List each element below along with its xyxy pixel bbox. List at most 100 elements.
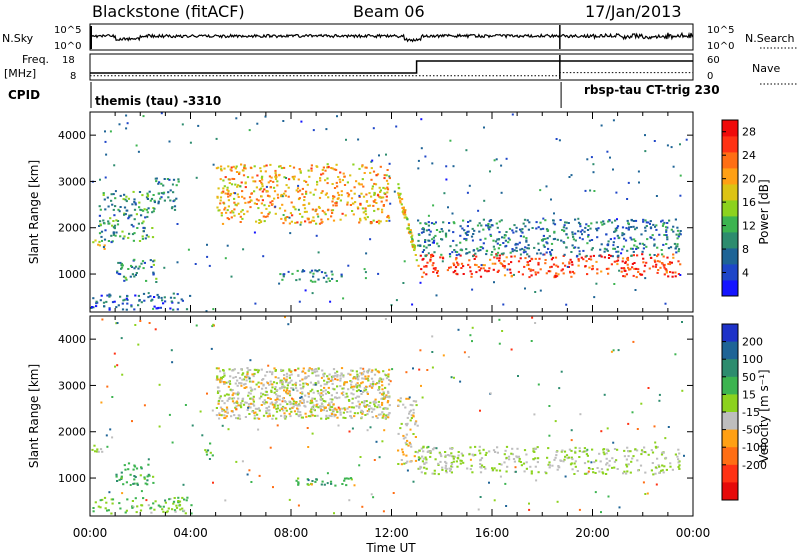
nsky-line xyxy=(89,31,694,43)
power-structure-3 xyxy=(153,177,180,211)
power-colorbar-label: Power [dB] xyxy=(757,179,771,244)
velocity-scatter xyxy=(91,316,685,515)
velocity-y-axis: 1000 2000 3000 4000 xyxy=(58,333,693,485)
nave-label: Nave xyxy=(752,62,780,75)
x-tick-2: 08:00 xyxy=(274,526,309,540)
power-x-ticks xyxy=(89,112,694,312)
power-ytick-1: 2000 xyxy=(58,222,86,235)
x-tick-6: 00:00 xyxy=(676,526,711,540)
power-ylabel: Slant Range [km] xyxy=(27,160,41,264)
velocity-structure-2 xyxy=(204,442,214,457)
velocity-colorbar-swatch-8 xyxy=(722,464,738,483)
velocity-colorbar-swatch-2 xyxy=(722,359,738,378)
power-colorbar-tick-6: 28 xyxy=(742,126,756,139)
nsearch-label: N.Search xyxy=(745,32,795,45)
x-tick-1: 04:00 xyxy=(173,526,208,540)
x-tick-0: 00:00 xyxy=(73,526,108,540)
power-colorbar-swatch-4 xyxy=(722,216,738,233)
power-ytick-3: 4000 xyxy=(58,129,86,142)
power-colorbar-swatch-9 xyxy=(722,136,738,153)
power-scatter xyxy=(90,112,688,313)
velocity-ylabel: Slant Range [km] xyxy=(27,364,41,468)
velocity-colorbar-tick-7: -200 xyxy=(742,459,767,472)
power-structure-9 xyxy=(90,292,192,311)
power-structure-4 xyxy=(215,163,391,225)
power-colorbar-swatch-3 xyxy=(722,232,738,249)
power-structure-7 xyxy=(417,218,682,258)
power-colorbar-swatch-6 xyxy=(722,184,738,201)
freq-line xyxy=(90,60,693,74)
velocity-colorbar-swatch-9 xyxy=(722,482,738,501)
power-colorbar-swatch-0 xyxy=(722,280,738,297)
power-structure-0 xyxy=(92,239,106,250)
cpid-segment-1: themis (tau) -3310 xyxy=(95,94,221,108)
velocity-colorbar-swatch-5 xyxy=(722,412,738,430)
nsky-tick-bottom: 10^0 xyxy=(54,41,81,52)
power-structure-8 xyxy=(279,269,343,283)
power-panel: 1000 2000 3000 4000 Slant Range [km] 4 8 12 16… xyxy=(27,111,771,313)
cpid-row: CPID themis (tau) -3310 rbsp-tau CT-trig… xyxy=(8,82,720,108)
x-tick-3: 12:00 xyxy=(374,526,409,540)
power-colorbar-tick-4: 20 xyxy=(742,173,756,186)
nsearch-tick-top: 10^5 xyxy=(707,25,734,36)
x-axis-labels: 00:00 04:00 08:00 12:00 16:00 20:00 00:00 xyxy=(73,526,711,540)
date-title: 17/Jan/2013 xyxy=(585,2,682,21)
velocity-structure-5 xyxy=(397,397,419,466)
velocity-colorbar-tick-6: -100 xyxy=(742,441,767,454)
power-colorbar-tick-0: 4 xyxy=(742,267,749,280)
velocity-ytick-2: 3000 xyxy=(58,379,86,392)
power-colorbar-tick-2: 12 xyxy=(742,220,756,233)
freq-tick-top: 18 xyxy=(62,55,75,66)
power-colorbar-tick-1: 8 xyxy=(742,243,749,256)
freq-panel: Freq. [MHz] 18 8 60 0 Nave xyxy=(4,53,798,85)
power-colorbar-tick-3: 16 xyxy=(742,196,756,209)
nsearch-tick-bottom: 10^0 xyxy=(707,41,734,52)
nsky-tick-top: 10^5 xyxy=(54,25,81,36)
velocity-colorbar-tick-1: 100 xyxy=(742,353,763,366)
velocity-ytick-1: 2000 xyxy=(58,426,86,439)
cpid-segment-2: rbsp-tau CT-trig 230 xyxy=(584,83,720,97)
velocity-colorbar-swatch-6 xyxy=(722,429,738,448)
nave-line xyxy=(90,72,693,77)
velocity-structure-0 xyxy=(91,444,104,453)
power-structure-5 xyxy=(397,183,418,262)
power-y-axis: 1000 2000 3000 4000 xyxy=(58,129,693,281)
power-ytick-0: 1000 xyxy=(58,268,86,281)
freq-tick-bottom: 8 xyxy=(70,71,76,82)
power-colorbar-swatch-1 xyxy=(722,264,738,281)
velocity-colorbar-swatch-3 xyxy=(722,376,738,395)
power-colorbar-swatch-2 xyxy=(722,248,738,265)
nsky-label: N.Sky xyxy=(2,32,34,45)
freq-label: Freq. xyxy=(22,53,49,66)
x-axis-title: Time UT xyxy=(365,541,416,554)
power-ytick-2: 3000 xyxy=(58,175,86,188)
power-structure-2 xyxy=(116,258,158,283)
freq-trace xyxy=(90,55,693,79)
beam-title: Beam 06 xyxy=(353,2,425,21)
power-structure-6 xyxy=(417,253,682,279)
velocity-colorbar: 200 100 50 15 -15 -50 -100 -200 xyxy=(721,323,767,501)
velocity-x-ticks xyxy=(89,316,694,516)
power-colorbar-swatch-5 xyxy=(722,200,738,217)
nsky-trace xyxy=(89,25,694,49)
velocity-colorbar-tick-5: -50 xyxy=(742,424,760,437)
power-colorbar-swatch-8 xyxy=(722,152,738,169)
cpid-label: CPID xyxy=(8,88,40,102)
power-colorbar: 4 8 12 16 20 24 28 xyxy=(721,119,756,297)
power-colorbar-swatch-7 xyxy=(722,168,738,185)
velocity-noise xyxy=(100,316,685,515)
power-noise xyxy=(91,112,688,313)
velocity-colorbar-swatch-7 xyxy=(722,447,738,466)
velocity-colorbar-label: Velocity [m s⁻¹] xyxy=(757,369,771,462)
velocity-ytick-0: 1000 xyxy=(58,472,86,485)
velocity-panel: 1000 2000 3000 4000 Slant Range [km] 200 100… xyxy=(27,315,771,517)
nave-tick-top: 60 xyxy=(707,55,720,66)
velocity-structure-6 xyxy=(416,445,681,476)
power-colorbar-swatch-10 xyxy=(722,120,738,137)
power-colorbar-tick-5: 24 xyxy=(742,149,756,162)
velocity-colorbar-swatch-1 xyxy=(722,341,738,360)
station-title: Blackstone (fitACF) xyxy=(92,2,245,21)
nsky-panel: N.Sky 10^5 10^0 10^5 10^0 N.Search xyxy=(2,23,798,52)
velocity-colorbar-swatch-0 xyxy=(722,324,738,342)
